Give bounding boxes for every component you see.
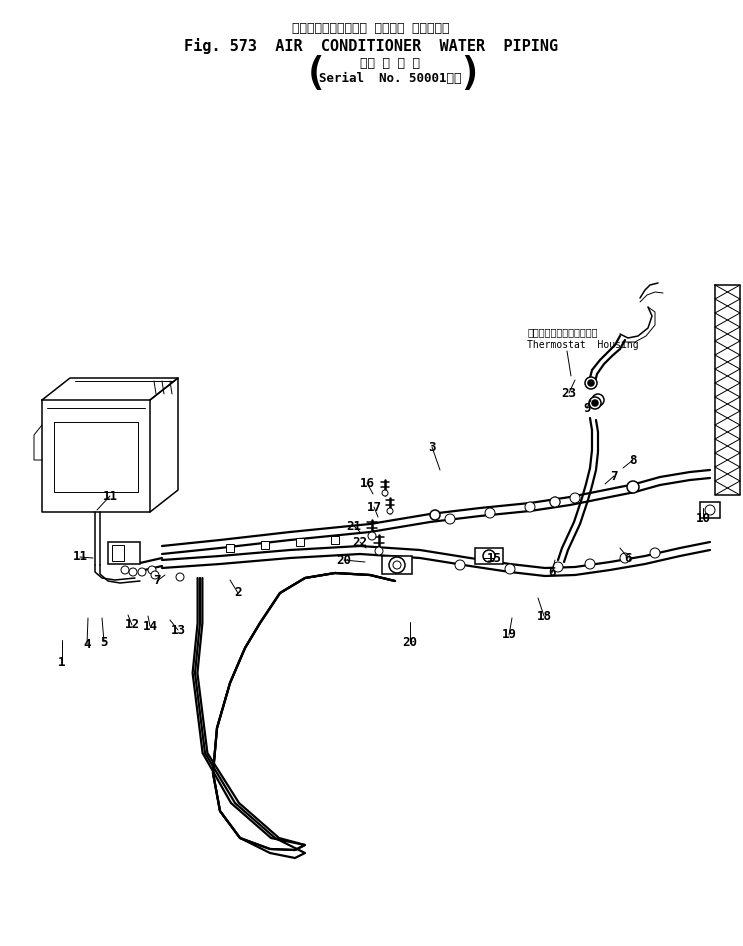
Text: 10: 10 bbox=[695, 512, 710, 524]
Bar bbox=[261, 541, 269, 549]
Text: 21: 21 bbox=[346, 519, 362, 533]
Circle shape bbox=[588, 380, 594, 386]
Text: (: ( bbox=[303, 55, 327, 93]
Circle shape bbox=[589, 397, 601, 409]
Bar bbox=[382, 556, 412, 574]
Text: 9: 9 bbox=[583, 401, 591, 414]
Bar bbox=[475, 548, 503, 564]
Circle shape bbox=[592, 394, 604, 406]
Circle shape bbox=[151, 571, 159, 579]
Text: 12: 12 bbox=[125, 619, 140, 632]
Circle shape bbox=[553, 562, 563, 572]
Text: 6: 6 bbox=[548, 567, 556, 580]
Circle shape bbox=[129, 568, 137, 576]
Circle shape bbox=[430, 510, 440, 520]
Circle shape bbox=[485, 508, 495, 518]
Text: Serial  No. 50001～）: Serial No. 50001～） bbox=[319, 72, 461, 85]
Text: 7: 7 bbox=[153, 574, 160, 587]
Text: 13: 13 bbox=[170, 623, 186, 637]
Text: サーモスタットハウジング: サーモスタットハウジング bbox=[527, 327, 597, 337]
Circle shape bbox=[389, 557, 405, 573]
Text: 23: 23 bbox=[562, 387, 577, 399]
Text: Thermostat  Housing: Thermostat Housing bbox=[527, 340, 639, 350]
Bar bbox=[700, 502, 720, 518]
Circle shape bbox=[382, 490, 388, 496]
Circle shape bbox=[592, 400, 598, 406]
Bar bbox=[296, 538, 304, 546]
Circle shape bbox=[483, 550, 495, 562]
Circle shape bbox=[627, 481, 639, 493]
Circle shape bbox=[387, 508, 393, 514]
Circle shape bbox=[550, 497, 560, 507]
Circle shape bbox=[455, 560, 465, 570]
Text: 22: 22 bbox=[352, 535, 368, 549]
Circle shape bbox=[505, 564, 515, 574]
Text: エアーコンディショナ ウォータ パイピング: エアーコンディショナ ウォータ パイピング bbox=[292, 22, 450, 35]
Bar bbox=[226, 544, 234, 552]
Text: 2: 2 bbox=[234, 587, 241, 600]
Text: 19: 19 bbox=[502, 628, 516, 641]
Bar bbox=[112, 545, 124, 561]
Text: 8: 8 bbox=[629, 453, 637, 466]
Circle shape bbox=[550, 497, 560, 507]
Text: 17: 17 bbox=[366, 500, 381, 514]
Circle shape bbox=[368, 532, 376, 540]
Circle shape bbox=[705, 505, 715, 515]
Text: 3: 3 bbox=[428, 441, 435, 453]
Circle shape bbox=[525, 502, 535, 512]
Circle shape bbox=[375, 547, 383, 555]
Circle shape bbox=[121, 566, 129, 574]
Text: 1: 1 bbox=[58, 656, 65, 669]
Text: 11: 11 bbox=[103, 489, 117, 502]
Bar bbox=[331, 536, 339, 544]
Circle shape bbox=[650, 548, 660, 558]
Circle shape bbox=[138, 568, 146, 576]
Circle shape bbox=[585, 377, 597, 389]
Text: 18: 18 bbox=[536, 609, 551, 622]
Text: 16: 16 bbox=[360, 477, 374, 489]
Text: 20: 20 bbox=[403, 637, 418, 650]
Text: 20: 20 bbox=[337, 553, 351, 567]
Text: 14: 14 bbox=[143, 620, 158, 633]
Text: 11: 11 bbox=[73, 551, 88, 564]
Circle shape bbox=[570, 493, 580, 503]
Text: 7: 7 bbox=[610, 469, 617, 482]
Text: Fig. 573  AIR  CONDITIONER  WATER  PIPING: Fig. 573 AIR CONDITIONER WATER PIPING bbox=[184, 38, 558, 54]
Text: （適 用 号 機: （適 用 号 機 bbox=[360, 57, 420, 70]
Text: 6: 6 bbox=[624, 552, 632, 565]
Circle shape bbox=[148, 566, 156, 574]
Circle shape bbox=[585, 559, 595, 569]
Text: 15: 15 bbox=[487, 552, 502, 565]
Circle shape bbox=[445, 514, 455, 524]
Circle shape bbox=[620, 553, 630, 563]
Circle shape bbox=[176, 573, 184, 581]
Bar bbox=[108, 542, 140, 564]
Text: ): ) bbox=[458, 55, 481, 93]
Text: 5: 5 bbox=[100, 636, 108, 649]
Text: 4: 4 bbox=[83, 638, 91, 651]
Circle shape bbox=[393, 561, 401, 569]
